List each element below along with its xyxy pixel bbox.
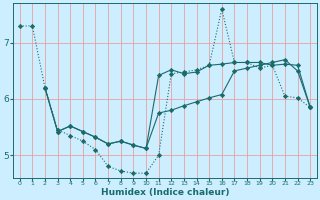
X-axis label: Humidex (Indice chaleur): Humidex (Indice chaleur): [101, 188, 229, 197]
